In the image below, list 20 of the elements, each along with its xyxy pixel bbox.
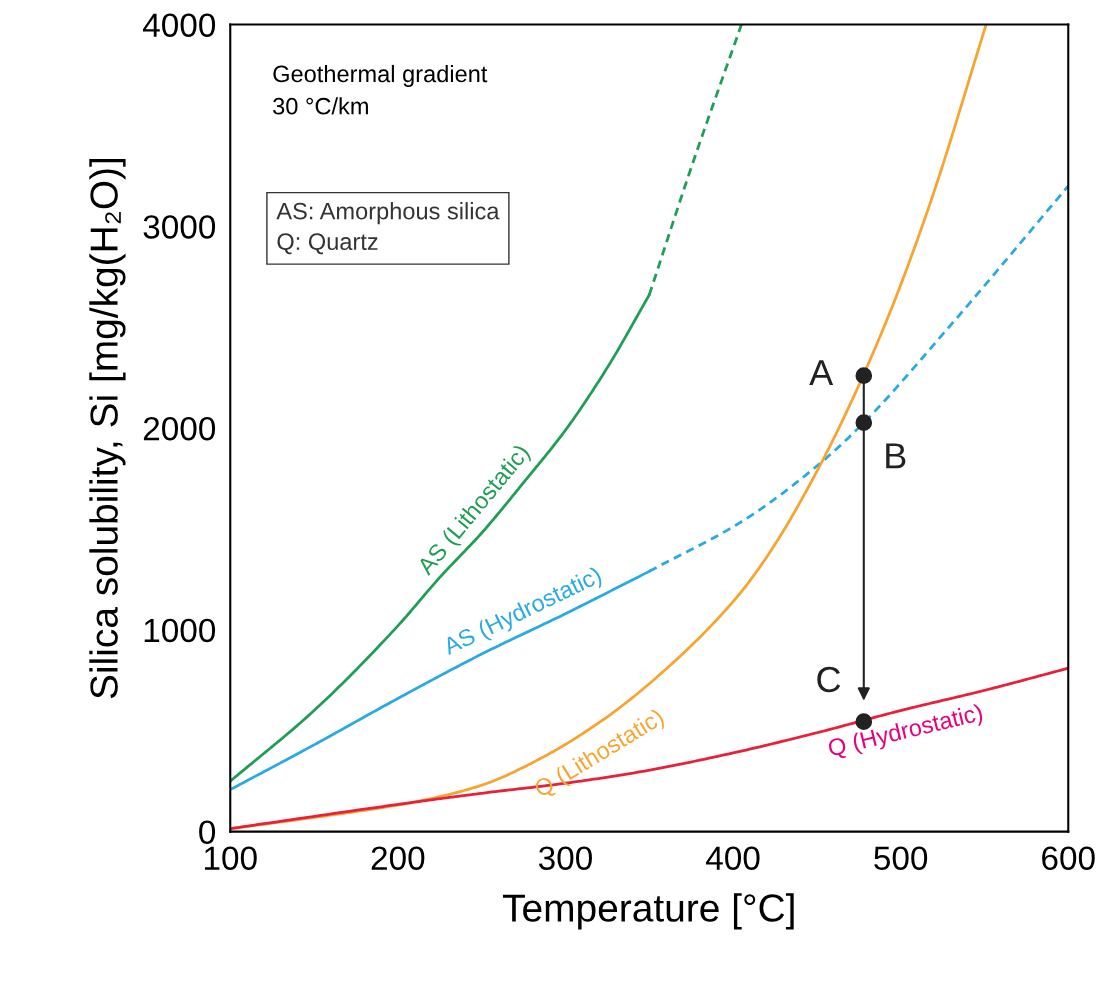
data-label: B — [886, 443, 906, 469]
x-tick-label: 100 — [204, 846, 257, 870]
y-axis-title: Silica solubility, Si [mg/kg(H₂O)] — [89, 158, 126, 699]
x-axis-title: Temperature [°C] — [502, 893, 794, 930]
y-tick-label: 4000 — [142, 13, 216, 37]
x-tick-label: 300 — [538, 846, 592, 870]
point — [855, 414, 873, 431]
annotation: AS: Amorphous silica Q: Quartz — [276, 202, 500, 255]
x-tick-label: 500 — [874, 846, 928, 870]
y-tick-label: 0 — [199, 820, 216, 845]
point — [855, 367, 873, 384]
annotation: Geothermal gradient 30 °C/km — [273, 64, 488, 115]
x-tick-label: 600 — [1042, 846, 1095, 870]
y-tick-label: 1000 — [144, 618, 216, 643]
y-tick-label: 2000 — [143, 416, 216, 441]
y-tick-label: 3000 — [143, 215, 216, 239]
x-tick-label: 200 — [371, 846, 425, 870]
data-label: A — [809, 360, 834, 385]
data-label: C — [817, 666, 841, 693]
x-tick-label: 400 — [706, 846, 760, 870]
